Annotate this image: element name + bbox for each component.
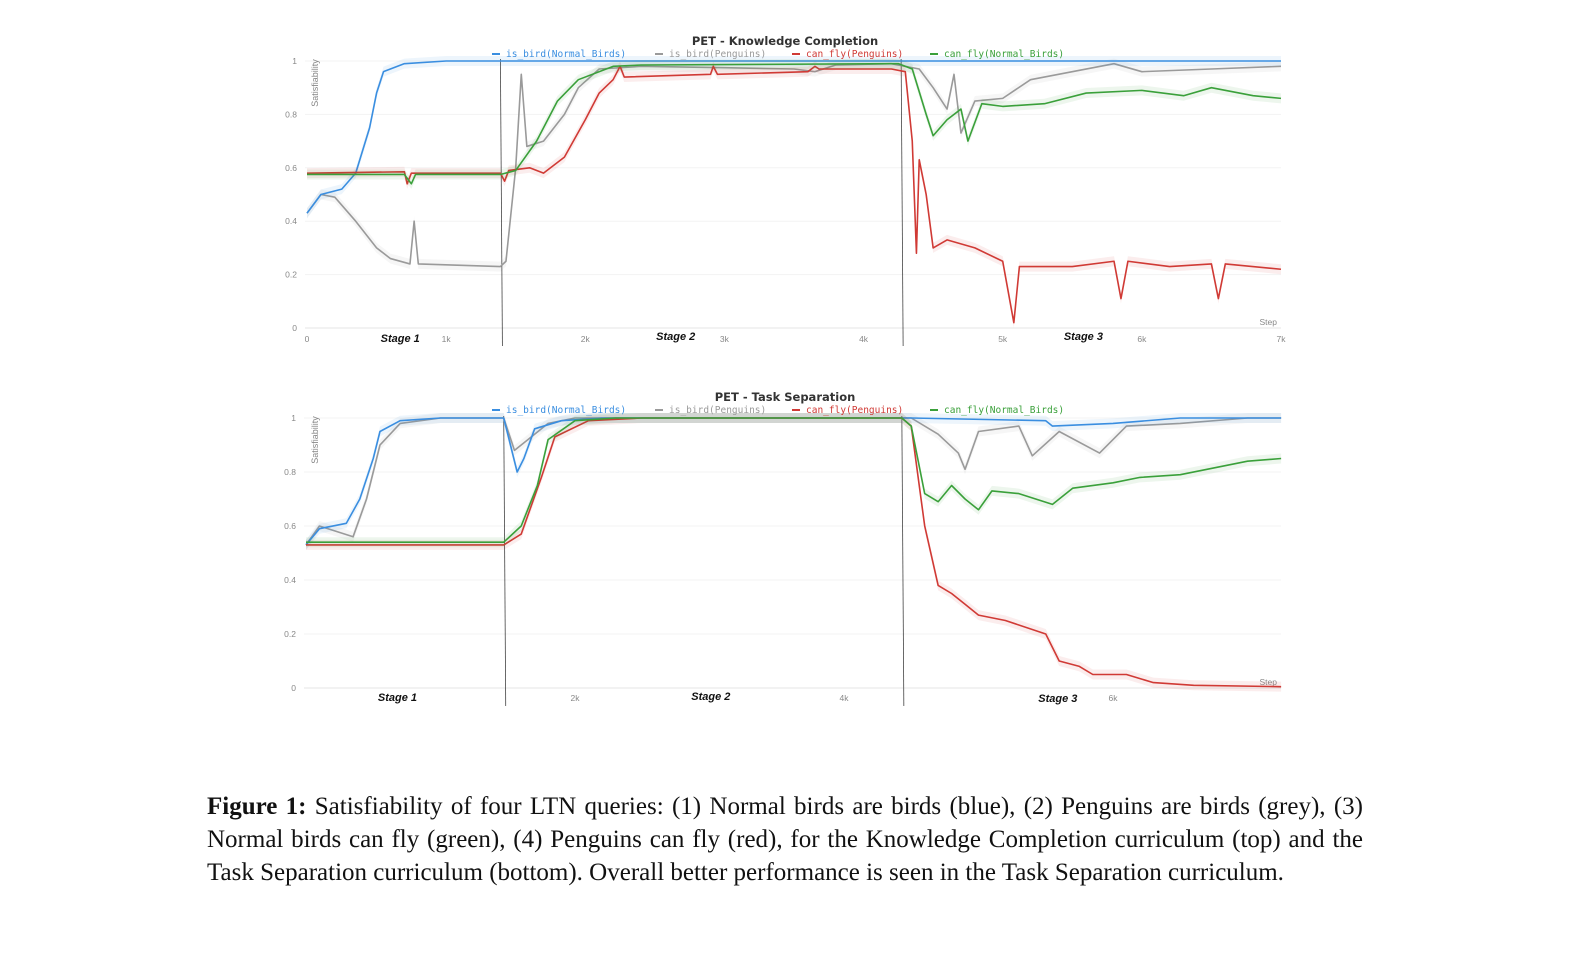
- stage-label: Stage 1: [381, 333, 420, 345]
- caption-text: Satisfiability of four LTN queries: (1) …: [207, 793, 1363, 886]
- stage-label: Stage 2: [691, 691, 730, 703]
- y-tick-label: 0.2: [284, 629, 296, 639]
- x-tick-label: 6k: [1109, 693, 1119, 703]
- legend-entry: is_bird(Penguins): [669, 49, 766, 60]
- y-tick-label: 0.2: [285, 270, 297, 280]
- series-line-is_bird(Penguins): [306, 62, 1282, 268]
- stage-label: Stage 3: [1064, 331, 1103, 343]
- x-tick-label: 6k: [1137, 334, 1147, 344]
- series-band: [307, 56, 1281, 219]
- y-axis-label: Satisfiability: [310, 59, 320, 107]
- series-line-can_fly(Normal_Birds): [306, 417, 1282, 544]
- x-tick-label: 5k: [998, 334, 1008, 344]
- y-tick-label: 0.4: [285, 216, 297, 226]
- x-tick-label: 1k: [442, 334, 452, 344]
- chart-title: PET - Task Separation: [715, 390, 856, 404]
- y-tick-label: 1: [292, 56, 297, 66]
- series-band: [307, 61, 1281, 328]
- caption-label: Figure 1:: [207, 793, 307, 820]
- stage-boundary: [503, 415, 507, 707]
- stage-label: Stage 1: [378, 692, 417, 704]
- legend-entry: can_fly(Penguins): [806, 49, 903, 60]
- x-tick-label: 2k: [571, 693, 581, 703]
- y-tick-label: 0.6: [285, 163, 297, 173]
- x-tick-label: 4k: [840, 693, 850, 703]
- legend-entry: is_bird(Penguins): [669, 405, 766, 416]
- legend-entry: can_fly(Penguins): [806, 405, 903, 416]
- stage-label: Stage 2: [656, 331, 695, 343]
- y-axis-label: Satisfiability: [310, 416, 320, 464]
- y-tick-label: 0.6: [284, 521, 296, 531]
- y-tick-label: 0.4: [284, 575, 296, 585]
- legend-entry: can_fly(Normal_Birds): [944, 405, 1064, 416]
- x-axis-label: Step: [1260, 677, 1278, 687]
- stage-label: Stage 3: [1038, 693, 1077, 705]
- x-tick-label: 4k: [859, 334, 869, 344]
- figure: 0 0.2 0.4 0.6 0.8 1 Satisfiability 0 1k 2k 3k 4k 5k 6…: [284, 34, 1286, 707]
- x-tick-label: 2k: [581, 334, 591, 344]
- chart-1: 0 0.2 0.4 0.6 0.8 1 Satisfiability 0 1k 2k 3k 4k 5k 6…: [285, 34, 1286, 347]
- legend-entry: is_bird(Normal_Birds): [506, 49, 626, 60]
- stage-boundary: [500, 58, 503, 347]
- stage-boundary: [900, 58, 904, 347]
- series-band: [306, 413, 1282, 550]
- series-line-is_bird(Normal_Birds): [306, 60, 1281, 214]
- series-band: [306, 413, 1282, 548]
- figure-caption: Figure 1: Satisfiability of four LTN que…: [207, 790, 1363, 889]
- y-tick-label: 1: [291, 413, 296, 423]
- chart-2: 0 0.2 0.4 0.6 0.8 1 Satisfiability 2k 4k 6k Step St…: [284, 390, 1282, 707]
- series-line-can_fly(Penguins): [306, 65, 1282, 324]
- x-axis-label: Step: [1260, 317, 1278, 327]
- series-line-is_bird(Normal_Birds): [305, 417, 1282, 546]
- series-band: [306, 413, 1282, 692]
- chart-title: PET - Knowledge Completion: [692, 34, 878, 48]
- y-tick-label: 0.8: [284, 467, 296, 477]
- x-tick-label: 0: [305, 334, 310, 344]
- x-tick-label: 7k: [1276, 334, 1286, 344]
- series-line-can_fly(Normal_Birds): [307, 62, 1282, 185]
- legend-entry: can_fly(Normal_Birds): [944, 49, 1064, 60]
- stage-boundary: [901, 415, 905, 707]
- y-tick-label: 0.8: [285, 109, 297, 119]
- legend-entry: is_bird(Normal_Birds): [506, 405, 626, 416]
- x-tick-label: 3k: [720, 334, 730, 344]
- y-tick-label: 0: [292, 323, 297, 333]
- series-line-can_fly(Penguins): [306, 417, 1282, 688]
- y-tick-label: 0: [291, 683, 296, 693]
